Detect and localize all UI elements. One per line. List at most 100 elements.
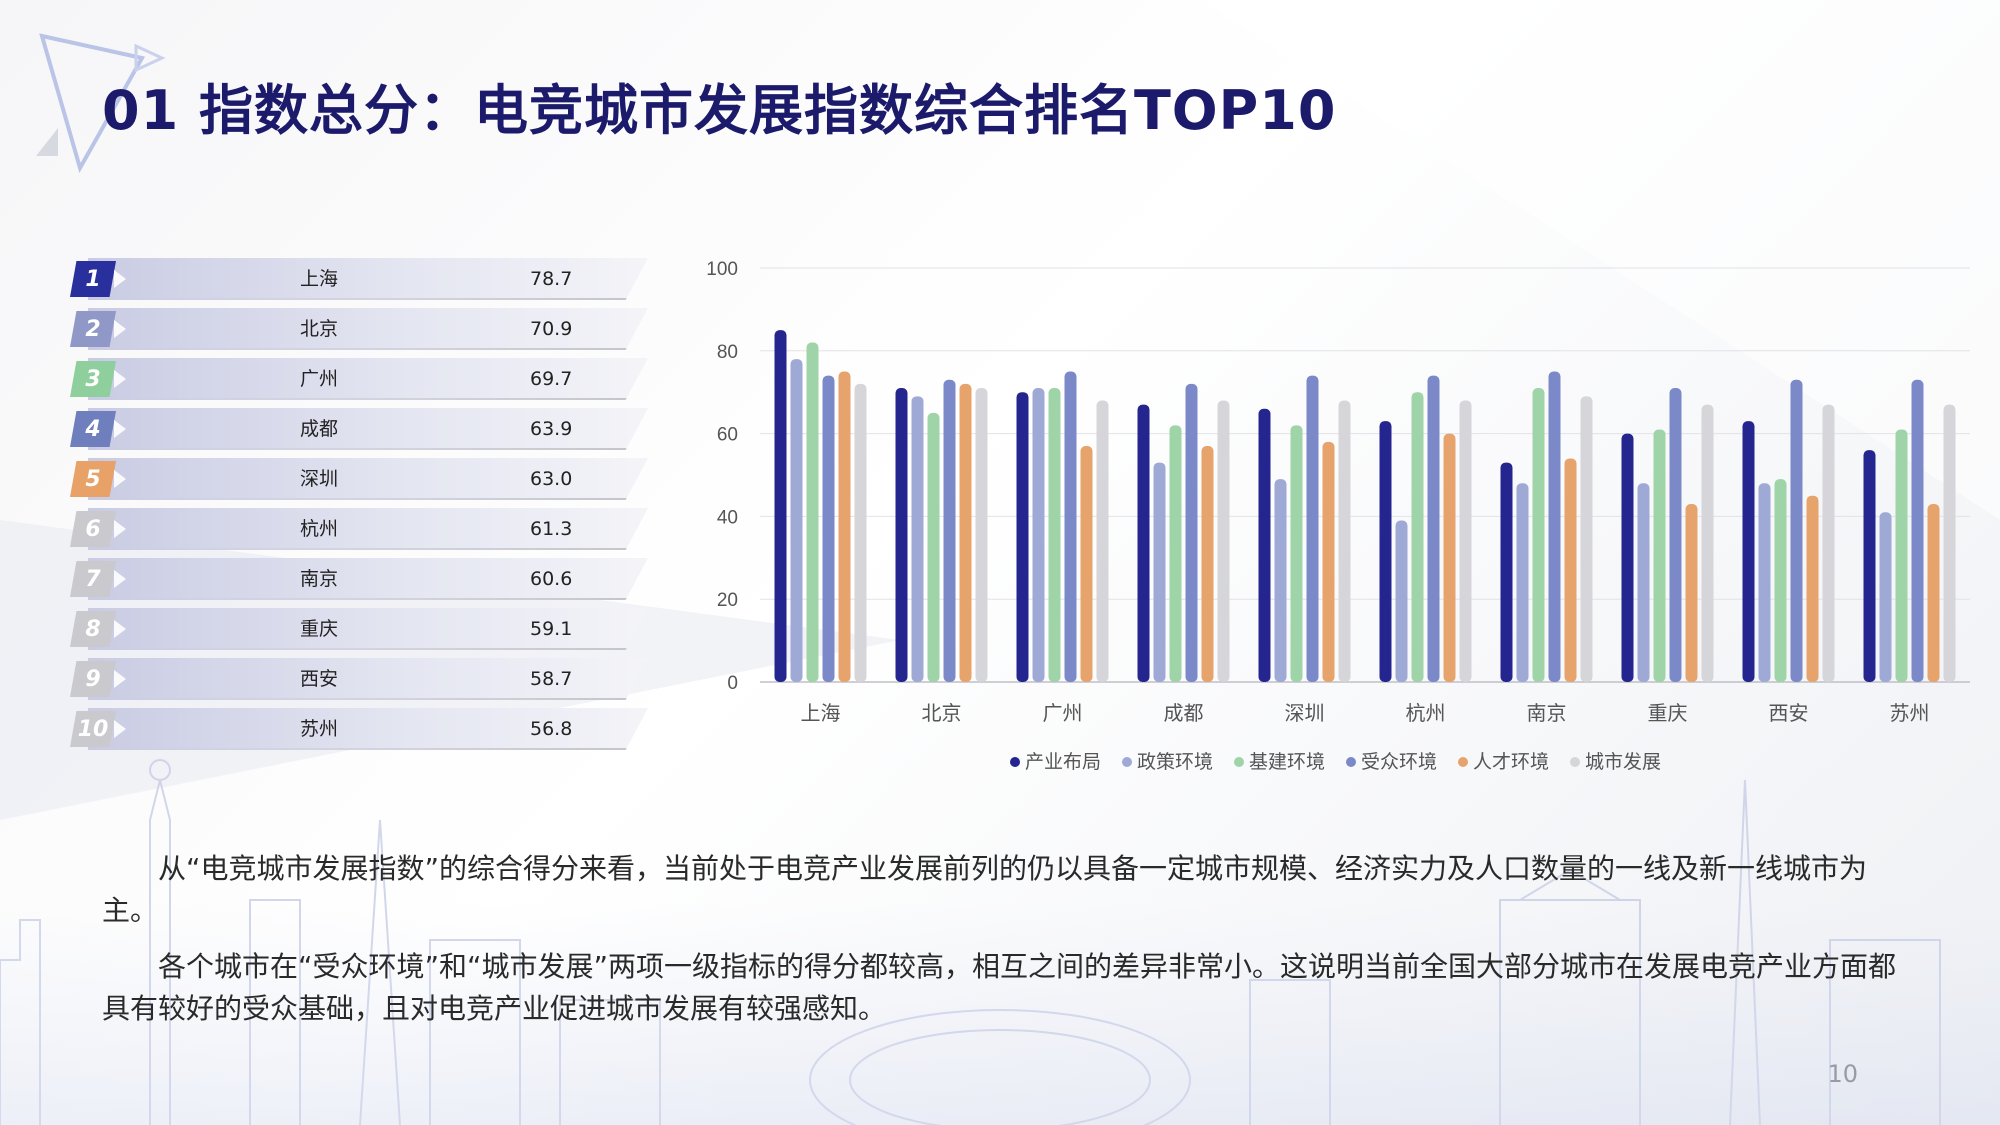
- x-tick-label: 杭州: [1406, 702, 1446, 725]
- rank-city: 北京: [300, 318, 339, 340]
- bar-政策环境: [1274, 479, 1287, 682]
- rank-number: 5: [85, 466, 101, 492]
- y-tick-label: 60: [717, 425, 738, 446]
- rank-city: 广州: [300, 368, 339, 390]
- bar-产业布局: [1500, 462, 1513, 682]
- rank-score: 69.7: [530, 368, 573, 390]
- rank-city: 成都: [300, 418, 339, 440]
- bar-城市发展: [1338, 400, 1351, 682]
- rank-row: 3 广州 69.7: [70, 358, 650, 400]
- rank-number: 3: [85, 366, 101, 392]
- rank-score: 58.7: [530, 668, 573, 690]
- rank-score: 59.1: [530, 618, 573, 640]
- rank-row: 2 北京 70.9: [70, 308, 650, 350]
- bar-基建环境: [1411, 392, 1424, 682]
- bar-受众环境: [1064, 371, 1077, 682]
- page-title: 01 指数总分：电竞城市发展指数综合排名TOP10: [102, 79, 1337, 142]
- bar-受众环境: [1790, 379, 1803, 682]
- bar-城市发展: [1096, 400, 1109, 682]
- rank-arrow-icon: [114, 370, 126, 388]
- bar-城市发展: [1459, 400, 1472, 682]
- bar-政策环境: [1032, 388, 1045, 682]
- bar-人才环境: [1806, 495, 1819, 682]
- bar-城市发展: [1943, 404, 1956, 682]
- rank-number: 9: [85, 666, 101, 692]
- rank-arrow-icon: [114, 620, 126, 638]
- bar-人才环境: [1685, 503, 1698, 682]
- title-triangle-decoration: [36, 33, 166, 174]
- rank-arrow-icon: [114, 270, 126, 288]
- rank-row: 4 成都 63.9: [70, 408, 650, 450]
- bar-产业布局: [895, 388, 908, 682]
- rank-number: 10: [77, 716, 109, 742]
- bar-城市发展: [854, 383, 867, 682]
- rank-badge: 2: [70, 311, 116, 347]
- rank-arrow-icon: [114, 670, 126, 688]
- bar-产业布局: [1379, 421, 1392, 682]
- bar-受众环境: [1306, 375, 1319, 682]
- bar-基建环境: [1653, 429, 1666, 682]
- bar-受众环境: [1911, 379, 1924, 682]
- rank-badge: 6: [70, 511, 116, 547]
- rank-arrow-icon: [114, 420, 126, 438]
- bar-人才环境: [1322, 441, 1335, 682]
- rank-arrow-icon: [114, 720, 126, 738]
- rank-row-bg: [88, 458, 648, 500]
- rank-score: 60.6: [530, 568, 573, 590]
- y-tick-label: 40: [717, 507, 738, 528]
- y-tick-label: 80: [717, 342, 738, 363]
- rank-badge: 7: [70, 561, 116, 597]
- x-tick-label: 深圳: [1285, 702, 1325, 725]
- rank-score: 61.3: [530, 518, 573, 540]
- bar-产业布局: [1016, 392, 1029, 682]
- bar-城市发展: [1701, 404, 1714, 682]
- bar-chart: 0 20 40 60 80 100 上海 北京 广州 成都 深圳 杭州 南京 重庆 西安 苏州 产业布局 政策环境…: [680, 240, 1980, 780]
- y-tick-label: 20: [717, 590, 738, 611]
- bar-基建环境: [1774, 479, 1787, 682]
- legend-marker: [1458, 757, 1468, 767]
- rank-row-bg: [88, 658, 648, 700]
- rank-arrow-icon: [114, 570, 126, 588]
- bar-产业布局: [1137, 404, 1150, 682]
- rank-row-bg: [88, 558, 648, 600]
- rank-score: 63.0: [530, 468, 573, 490]
- bar-人才环境: [1564, 458, 1577, 682]
- x-tick-label: 广州: [1043, 702, 1083, 725]
- x-tick-label: 西安: [1769, 702, 1809, 725]
- bar-受众环境: [1669, 388, 1682, 682]
- bar-产业布局: [1742, 421, 1755, 682]
- rank-number: 8: [85, 616, 101, 642]
- bar-人才环境: [1443, 433, 1456, 682]
- rank-badge: 5: [70, 461, 116, 497]
- rank-row: 6 杭州 61.3: [70, 508, 650, 550]
- bar-产业布局: [1621, 433, 1634, 682]
- rank-row-bg: [88, 258, 648, 300]
- rank-row-bg: [88, 358, 648, 400]
- rank-city: 重庆: [300, 618, 339, 640]
- rank-city: 杭州: [300, 518, 339, 540]
- legend-label: 产业布局: [1025, 751, 1101, 773]
- rank-number: 2: [85, 316, 101, 342]
- bar-政策环境: [1516, 483, 1529, 682]
- bar-城市发展: [1580, 396, 1593, 682]
- rank-badge: 4: [70, 411, 116, 447]
- rank-score: 63.9: [530, 418, 573, 440]
- bar-受众环境: [1185, 383, 1198, 682]
- bar-受众环境: [1427, 375, 1440, 682]
- legend-label: 人才环境: [1473, 751, 1549, 773]
- legend-marker: [1570, 757, 1580, 767]
- rank-arrow-icon: [114, 520, 126, 538]
- bar-人才环境: [1201, 446, 1214, 682]
- ranking-list: 1 上海 78.7 2 北京 70.9 3 广州 69.7 4 成都 63.9 5 深圳 63.0 6 杭州 61…: [70, 258, 650, 758]
- bar-城市发展: [1217, 400, 1230, 682]
- rank-row-bg: [88, 708, 648, 750]
- x-tick-label: 重庆: [1648, 702, 1688, 725]
- rank-number: 1: [85, 266, 101, 292]
- page-number: 10: [1827, 1060, 1858, 1088]
- rank-badge: 1: [70, 261, 116, 297]
- x-tick-label: 南京: [1527, 702, 1567, 725]
- bar-产业布局: [1863, 450, 1876, 682]
- rank-city: 西安: [300, 668, 339, 690]
- rank-arrow-icon: [114, 320, 126, 338]
- legend-label: 城市发展: [1585, 751, 1661, 773]
